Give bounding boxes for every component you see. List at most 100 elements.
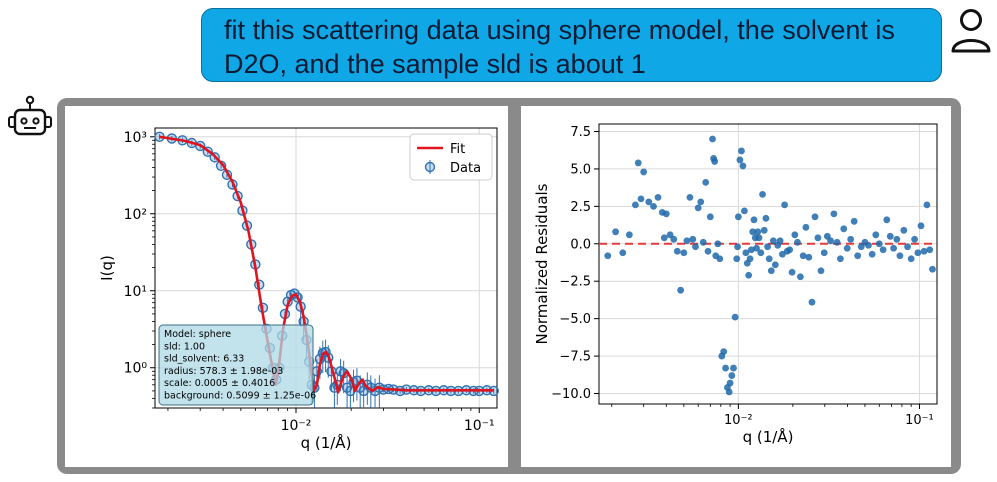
residual-point [725, 388, 733, 396]
annotation-line: radius: 578.3 ± 1.98e-03 [164, 366, 283, 377]
residual-point [808, 298, 816, 306]
residual-point [711, 158, 719, 165]
residual-point [868, 250, 876, 258]
annotation-line: background: 0.5099 ± 1.25e-06 [164, 391, 316, 402]
residual-point [893, 235, 901, 243]
residual-point [764, 243, 771, 251]
residual-point [731, 313, 739, 321]
assistant-response-panel: 10⁻² 10⁻¹ 10⁰ 10¹ 10² 10³ Fit Data Model: sphere… [57, 98, 961, 474]
residual-point [709, 135, 716, 143]
residual-point [753, 244, 760, 252]
residual-point [654, 193, 662, 201]
residual-point [850, 217, 858, 225]
residual-point [883, 216, 891, 224]
residual-point [760, 226, 768, 234]
residual-point [720, 348, 728, 355]
residual-point [702, 178, 710, 186]
residual-point [692, 243, 699, 251]
residual-point [670, 235, 678, 243]
x-tick-label: 10⁻² [724, 413, 753, 428]
residual-point [830, 210, 838, 218]
residual-point [704, 247, 712, 255]
annotation-line: Model: sphere [164, 329, 231, 340]
residual-point [604, 252, 612, 260]
residual-point [762, 214, 770, 222]
residual-point [765, 255, 773, 263]
residual-point [730, 364, 737, 372]
residual-point [896, 252, 904, 260]
annotation-background [158, 324, 314, 406]
y-tick-label: −7.5 [559, 350, 591, 365]
residual-point [728, 372, 736, 379]
residual-point [788, 268, 796, 276]
annotation-line: scale: 0.0005 ± 0.4016 [164, 378, 275, 389]
residual-point [875, 240, 883, 248]
y-tick-label: −10.0 [551, 387, 591, 402]
x-axis-label: q (1/Å) [301, 433, 352, 452]
residual-point [706, 213, 714, 221]
residual-point [746, 255, 754, 263]
x-tick-label: 10⁻¹ [905, 413, 934, 428]
residual-point [666, 231, 674, 239]
residual-point [742, 249, 750, 257]
residual-point [817, 267, 825, 275]
residual-point [716, 255, 724, 263]
residual-point [637, 195, 645, 203]
residual-point [805, 253, 813, 261]
residual-point [802, 223, 810, 231]
plot-frame [598, 123, 938, 405]
y-tick-label: 0.0 [570, 237, 591, 252]
residual-point [929, 265, 936, 273]
residual-point [619, 249, 627, 257]
plot-frame [154, 127, 498, 409]
residual-point [741, 207, 748, 215]
residual-point [794, 238, 801, 246]
residual-point [750, 216, 758, 224]
residual-point [781, 201, 788, 209]
residual-point [757, 249, 765, 257]
residual-point [872, 231, 880, 239]
residual-point [920, 247, 928, 255]
residual-point [631, 201, 639, 209]
residual-point [786, 246, 794, 254]
residual-point [747, 246, 755, 254]
residual-point [754, 228, 762, 236]
y-tick-label: −5.0 [559, 312, 591, 327]
legend-data-swatch [424, 161, 436, 173]
residual-point [907, 255, 915, 263]
legend: Fit Data [409, 133, 493, 181]
residual-point [625, 231, 633, 239]
fit-plot-card: 10⁻² 10⁻¹ 10⁰ 10¹ 10² 10³ Fit Data Model: sphere… [65, 106, 508, 467]
residual-point [662, 210, 670, 218]
residual-point [686, 193, 694, 201]
residual-point [738, 147, 745, 155]
residual-point [900, 226, 908, 234]
residual-point [926, 246, 934, 254]
robot-icon [8, 95, 52, 136]
residual-point [833, 238, 841, 246]
residual-point [904, 243, 911, 251]
residual-point [776, 237, 784, 245]
residual-point [791, 231, 799, 239]
x-tick-label: 10⁻² [281, 418, 312, 434]
residual-point [660, 234, 668, 242]
legend-data-label: Data [450, 161, 481, 176]
residual-point [814, 234, 822, 242]
residual-point [771, 261, 779, 269]
residual-point [677, 286, 685, 294]
y-tick-label: 10² [124, 207, 147, 223]
residual-point [857, 243, 865, 251]
residual-point [733, 255, 741, 263]
residual-point [650, 202, 657, 210]
residual-point [694, 204, 702, 212]
residual-point [843, 244, 851, 252]
residual-point [680, 249, 688, 257]
residual-point [854, 252, 862, 260]
residual-point [634, 159, 642, 167]
y-tick-label: −2.5 [559, 275, 591, 290]
residual-point [673, 247, 681, 255]
residual-point [840, 225, 848, 233]
residual-point [796, 273, 804, 281]
residual-point [837, 255, 844, 263]
